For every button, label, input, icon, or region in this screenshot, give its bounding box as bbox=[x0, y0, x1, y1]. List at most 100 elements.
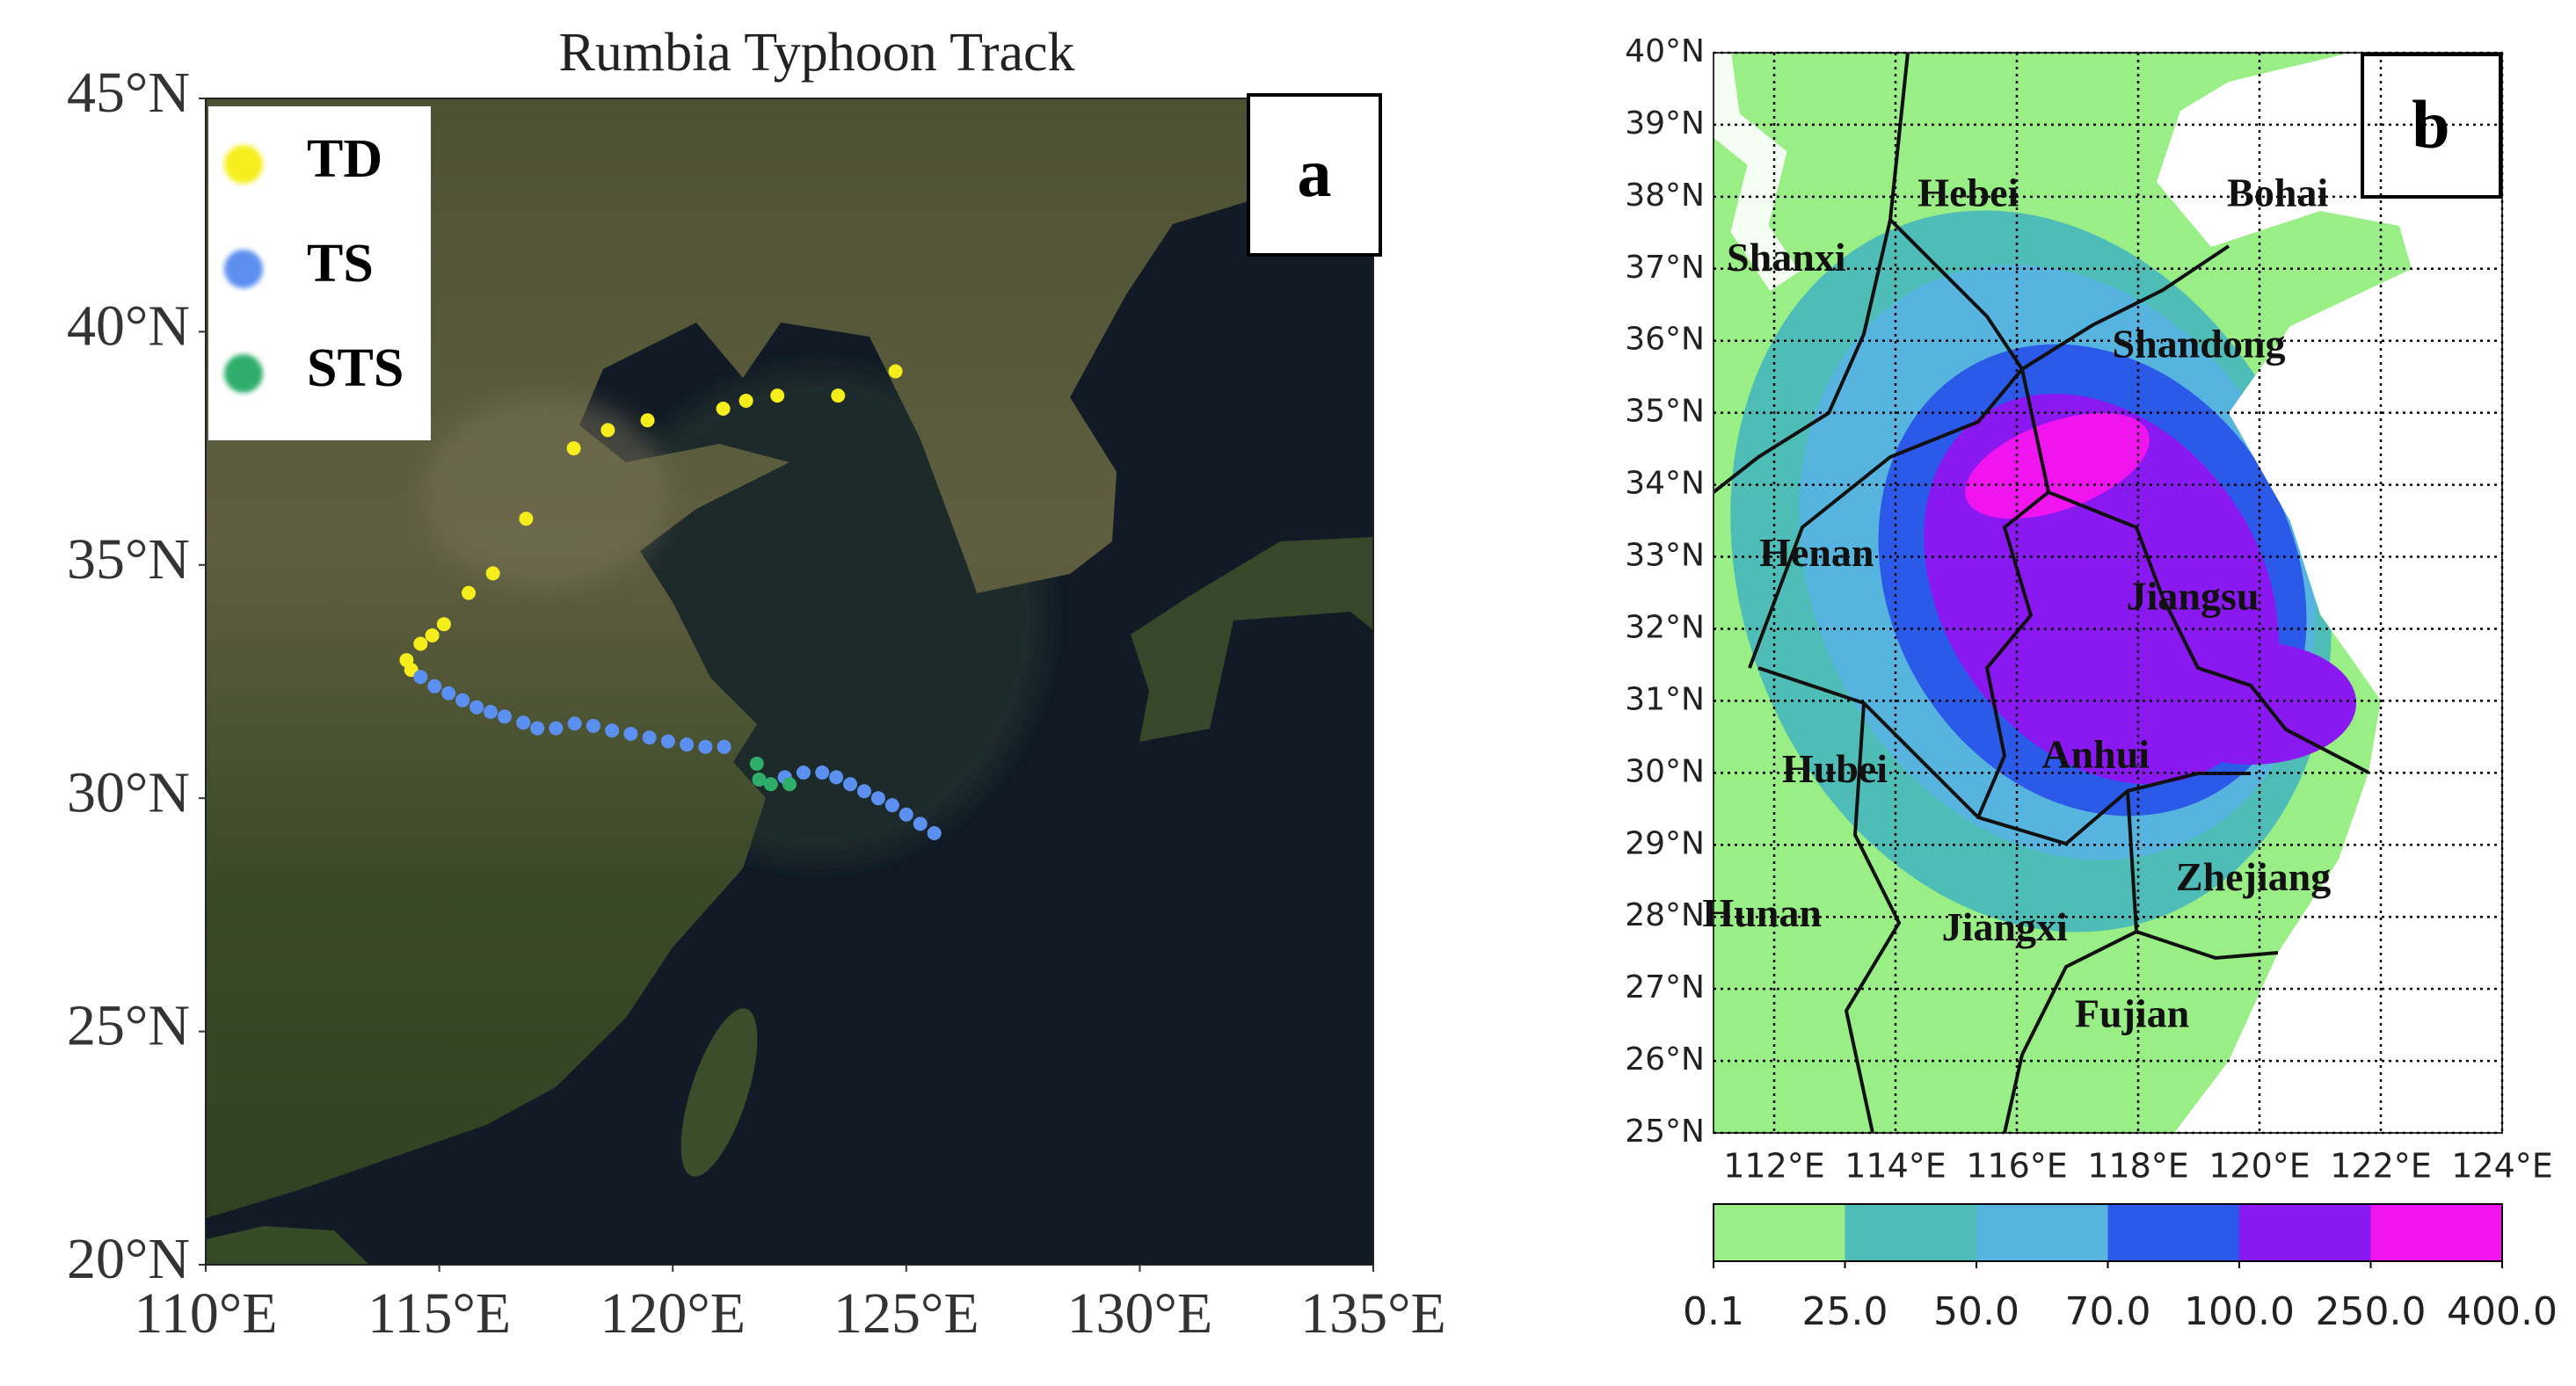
y-tick-label: 26°N bbox=[1625, 1041, 1705, 1078]
place-label: Bohai bbox=[2227, 170, 2328, 214]
y-tick-label: 30°N bbox=[67, 760, 190, 824]
province-borders bbox=[1714, 53, 2369, 1133]
y-tick-label: 40°N bbox=[1625, 33, 1705, 69]
track-point bbox=[427, 678, 442, 693]
legend-label: TD bbox=[307, 129, 382, 189]
mainland bbox=[206, 98, 1373, 1218]
y-tick-label: 39°N bbox=[1625, 105, 1705, 142]
track-point bbox=[425, 628, 440, 642]
track-point bbox=[600, 423, 615, 438]
x-tick-label: 115°E bbox=[367, 1281, 511, 1346]
track-point bbox=[660, 734, 675, 749]
track-point bbox=[530, 721, 545, 736]
y-tick-label: 20°N bbox=[67, 1227, 190, 1291]
track-point bbox=[843, 777, 858, 792]
y-tick-label: 30°N bbox=[1625, 753, 1705, 789]
track-point bbox=[455, 693, 470, 708]
track-point bbox=[829, 770, 844, 785]
track-point bbox=[856, 784, 871, 799]
track-point bbox=[680, 737, 695, 752]
track-point bbox=[884, 798, 899, 813]
y-tick-label: 38°N bbox=[1625, 178, 1705, 214]
panel-label-box bbox=[1247, 93, 1382, 257]
y-tick-label: 40°N bbox=[67, 294, 190, 359]
x-tick-label: 130°E bbox=[1067, 1281, 1213, 1346]
track-point bbox=[469, 700, 484, 715]
track-point bbox=[749, 756, 764, 771]
track-point bbox=[413, 636, 428, 651]
x-tick-label: 116°E bbox=[1966, 1147, 2068, 1186]
place-label: Hunan bbox=[1702, 890, 1822, 935]
x-tick-label: 135°E bbox=[1300, 1281, 1446, 1346]
legend-label: STS bbox=[307, 338, 404, 398]
y-tick-label: 25°N bbox=[1625, 1114, 1705, 1150]
sea bbox=[2157, 53, 2502, 1133]
place-label: Shanxi bbox=[1727, 235, 1846, 279]
place-label: Shandong bbox=[2113, 321, 2286, 366]
colorbar-label: 25.0 bbox=[1802, 1289, 1888, 1334]
track-point bbox=[441, 686, 456, 700]
track-point bbox=[913, 816, 928, 831]
colorbar-label: 400.0 bbox=[2447, 1289, 2558, 1334]
track-point bbox=[899, 807, 913, 822]
panel-label: a bbox=[1298, 134, 1332, 211]
track-point bbox=[870, 791, 885, 806]
north-plain bbox=[422, 395, 668, 589]
track-point bbox=[831, 388, 846, 403]
y-tick-label: 32°N bbox=[1625, 609, 1705, 645]
track-point bbox=[497, 709, 512, 724]
track-point bbox=[752, 772, 767, 787]
taiwan bbox=[680, 1008, 758, 1177]
x-tick-label: 120°E bbox=[600, 1281, 746, 1346]
track-point bbox=[586, 718, 600, 733]
track-point bbox=[640, 413, 655, 428]
colorbar-segment bbox=[2239, 1204, 2371, 1261]
track-point bbox=[763, 777, 778, 792]
track-point bbox=[549, 721, 564, 736]
y-tick-label: 28°N bbox=[1625, 897, 1705, 933]
colorbar-label: 100.0 bbox=[2184, 1289, 2295, 1334]
track-point bbox=[927, 826, 942, 841]
track-point bbox=[462, 585, 477, 600]
track-point bbox=[623, 726, 638, 741]
y-tick-label: 35°N bbox=[1625, 394, 1705, 430]
x-tick-label: 114°E bbox=[1845, 1147, 1947, 1186]
colorbar-segment bbox=[1976, 1204, 2108, 1261]
track-point bbox=[567, 716, 582, 731]
x-tick-label: 110°E bbox=[134, 1281, 277, 1346]
colorbar-label: 70.0 bbox=[2065, 1289, 2151, 1334]
track-point bbox=[770, 388, 785, 403]
map-a-frame bbox=[205, 98, 1374, 1266]
x-tick-label: 118°E bbox=[2087, 1147, 2189, 1186]
y-tick-label: 33°N bbox=[1625, 538, 1705, 574]
x-tick-label: 120°E bbox=[2209, 1147, 2310, 1186]
y-tick-label: 31°N bbox=[1625, 681, 1705, 717]
track-point bbox=[815, 766, 830, 780]
track-point bbox=[716, 401, 731, 416]
map-b-background bbox=[1714, 53, 2502, 1133]
track-point bbox=[739, 393, 753, 408]
y-tick-label: 29°N bbox=[1625, 825, 1705, 861]
track-point bbox=[485, 566, 500, 581]
japan bbox=[1131, 537, 1373, 742]
x-tick-label: 112°E bbox=[1723, 1147, 1825, 1186]
y-tick-label: 36°N bbox=[1625, 322, 1705, 358]
track-point bbox=[436, 617, 451, 632]
y-tick-label: 45°N bbox=[67, 61, 190, 125]
track-point bbox=[516, 715, 531, 730]
colorbar-segment bbox=[2107, 1204, 2239, 1261]
colorbar-segment bbox=[1714, 1204, 1845, 1261]
track-point bbox=[484, 705, 498, 720]
place-label: Jiangxi bbox=[1942, 904, 2068, 949]
colorbar-segment bbox=[2370, 1204, 2502, 1261]
colorbar-segment bbox=[1845, 1204, 1976, 1261]
track-point bbox=[888, 364, 903, 379]
track-point bbox=[717, 739, 731, 754]
colorbar-label: 50.0 bbox=[1933, 1289, 2019, 1334]
x-tick-label: 124°E bbox=[2451, 1147, 2553, 1186]
legend-marker bbox=[224, 250, 263, 288]
track-point bbox=[605, 723, 620, 738]
rain-band-100b bbox=[2145, 642, 2356, 765]
rain-band-250 bbox=[1965, 412, 2150, 519]
